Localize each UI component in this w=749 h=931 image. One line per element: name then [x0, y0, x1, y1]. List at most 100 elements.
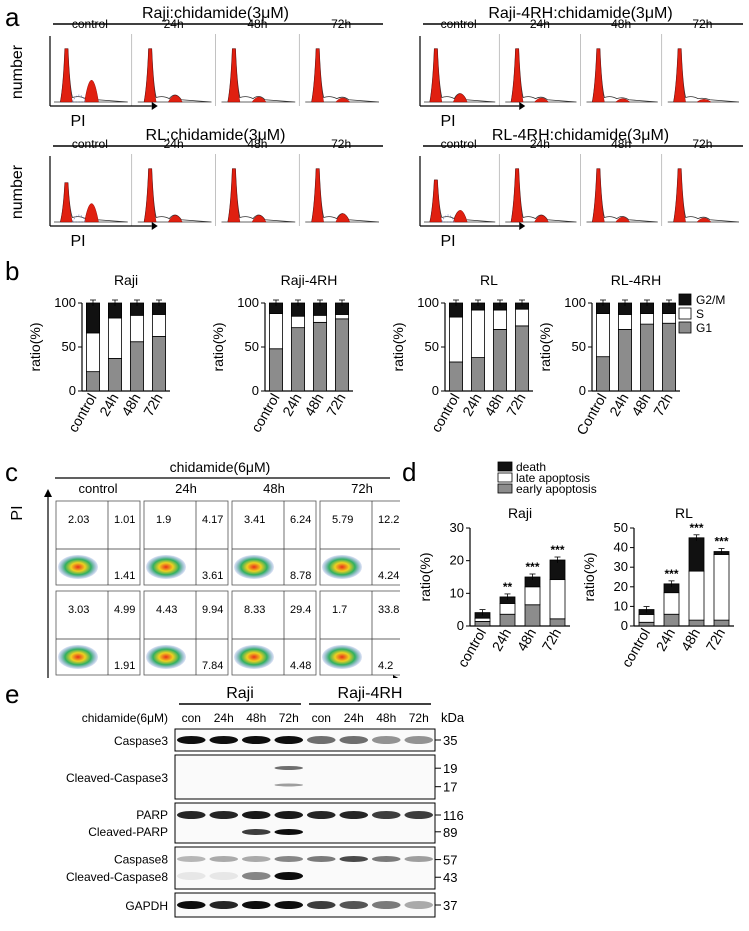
y-tick-label: 40	[614, 540, 628, 555]
g2-peak	[84, 79, 99, 103]
bar-segment	[268, 313, 283, 350]
protein-band	[274, 829, 304, 835]
s-phase-hatch	[71, 214, 87, 223]
lane-label: con	[312, 711, 331, 725]
y-tick-label: 50	[425, 339, 439, 354]
category-label: 24h	[606, 391, 632, 419]
protein-band	[339, 811, 369, 819]
g2-peak	[696, 217, 712, 223]
histogram-x-label: PI	[70, 233, 85, 250]
annexin-dot-plots: chidamide(6μM) control 24h 48h 72h 2.03 1.01 1.…	[9, 459, 400, 678]
y-tick-label: 0	[457, 618, 464, 633]
bar-segment	[640, 323, 655, 392]
legend-label: early apoptosis	[516, 482, 597, 496]
quadrant-lr: 3.61	[202, 570, 223, 582]
quadrant-lr: 4.48	[290, 660, 311, 672]
blot-frame	[174, 846, 436, 890]
category-label: 48h	[678, 626, 704, 654]
condition-label: 48h	[611, 137, 631, 151]
protein-band	[274, 736, 304, 744]
arrow-head	[519, 102, 526, 110]
bar-segment	[663, 613, 680, 627]
category-label: 72h	[650, 391, 676, 419]
dotplot-y-label: PI	[9, 505, 26, 520]
protein-band	[241, 901, 271, 909]
bar-segment	[596, 356, 611, 392]
g1-peak	[592, 48, 605, 103]
bar-segment	[524, 586, 541, 606]
chart-title: RL	[480, 272, 498, 288]
bar-segment	[688, 570, 705, 621]
category-label: 48h	[481, 391, 507, 419]
panel-letter-b: b	[5, 256, 20, 286]
arrow-head	[44, 489, 52, 497]
chart-title: RL	[675, 505, 693, 521]
significance-mark: ***	[714, 535, 728, 549]
condition-label: 72h	[351, 481, 373, 496]
bar-segment	[129, 341, 144, 392]
bar-segment	[334, 318, 349, 392]
category-label: 24h	[96, 391, 122, 419]
quadrant-ul: 1.7	[332, 604, 347, 616]
g2-peak	[251, 215, 267, 223]
kda-marker: 116	[443, 808, 464, 823]
condition-label: control	[72, 137, 108, 151]
y-tick-label: 50	[572, 339, 586, 354]
bar-segment	[474, 617, 491, 622]
condition-label: 72h	[692, 17, 712, 31]
protein-band	[339, 856, 369, 862]
g1-peak	[60, 182, 73, 223]
category-label: 72h	[140, 391, 166, 419]
category-label: 48h	[301, 391, 327, 419]
protein-band	[306, 856, 336, 862]
cell-line-label: Raji-4RH	[338, 685, 403, 702]
y-tick-label: 20	[614, 579, 628, 594]
bar-segment	[474, 621, 491, 627]
legend-label: G1	[696, 321, 712, 335]
condition-label: 48h	[263, 481, 285, 496]
protein-label: Cleaved-Caspase3	[66, 771, 168, 785]
bar-segment	[549, 579, 566, 620]
g1-peak	[311, 48, 324, 103]
lane-label: 48h	[246, 711, 266, 725]
bar-segment	[448, 316, 463, 363]
cell-cycle-histograms: Raji:chidamide(3μM) control 24h 48h 72h PI num…	[9, 5, 743, 250]
lane-label: 48h	[376, 711, 396, 725]
protein-band	[404, 901, 434, 909]
protein-label: PARP	[136, 808, 168, 822]
chart-title: Raji-4RH	[281, 272, 338, 288]
y-tick-label: 0	[69, 383, 76, 398]
legend-swatch	[497, 461, 513, 472]
bar-segment	[688, 619, 705, 627]
lane-label: 24h	[214, 711, 234, 725]
bar-segment	[334, 314, 349, 320]
kda-marker: 17	[443, 780, 457, 795]
category-label: 48h	[118, 391, 144, 419]
bar-segment	[492, 309, 507, 330]
cell-cluster	[234, 555, 274, 579]
kda-marker: 19	[443, 761, 457, 776]
condition-label: 48h	[611, 17, 631, 31]
condition-label: 24h	[175, 481, 197, 496]
y-tick-label: 100	[417, 295, 439, 310]
kda-marker: 37	[443, 898, 457, 913]
g2-peak	[696, 99, 712, 103]
significance-mark: ***	[664, 567, 678, 581]
y-tick-label: 0	[252, 383, 259, 398]
g2-peak	[615, 216, 631, 223]
g1-peak	[143, 168, 157, 223]
g2-peak	[335, 97, 351, 103]
protein-band	[371, 811, 401, 819]
bar-segment	[151, 314, 166, 337]
arrow-head	[151, 222, 158, 230]
lane-label: 24h	[344, 711, 364, 725]
y-tick-label: 0	[432, 383, 439, 398]
g1-peak	[510, 168, 524, 223]
bar-segment	[640, 313, 655, 325]
quadrant-ur: 4.99	[114, 604, 135, 616]
category-label: 24h	[459, 391, 485, 419]
y-tick-label: 50	[245, 339, 259, 354]
protein-label: Cleaved-PARP	[88, 825, 168, 839]
quadrant-ul: 3.41	[244, 514, 265, 526]
